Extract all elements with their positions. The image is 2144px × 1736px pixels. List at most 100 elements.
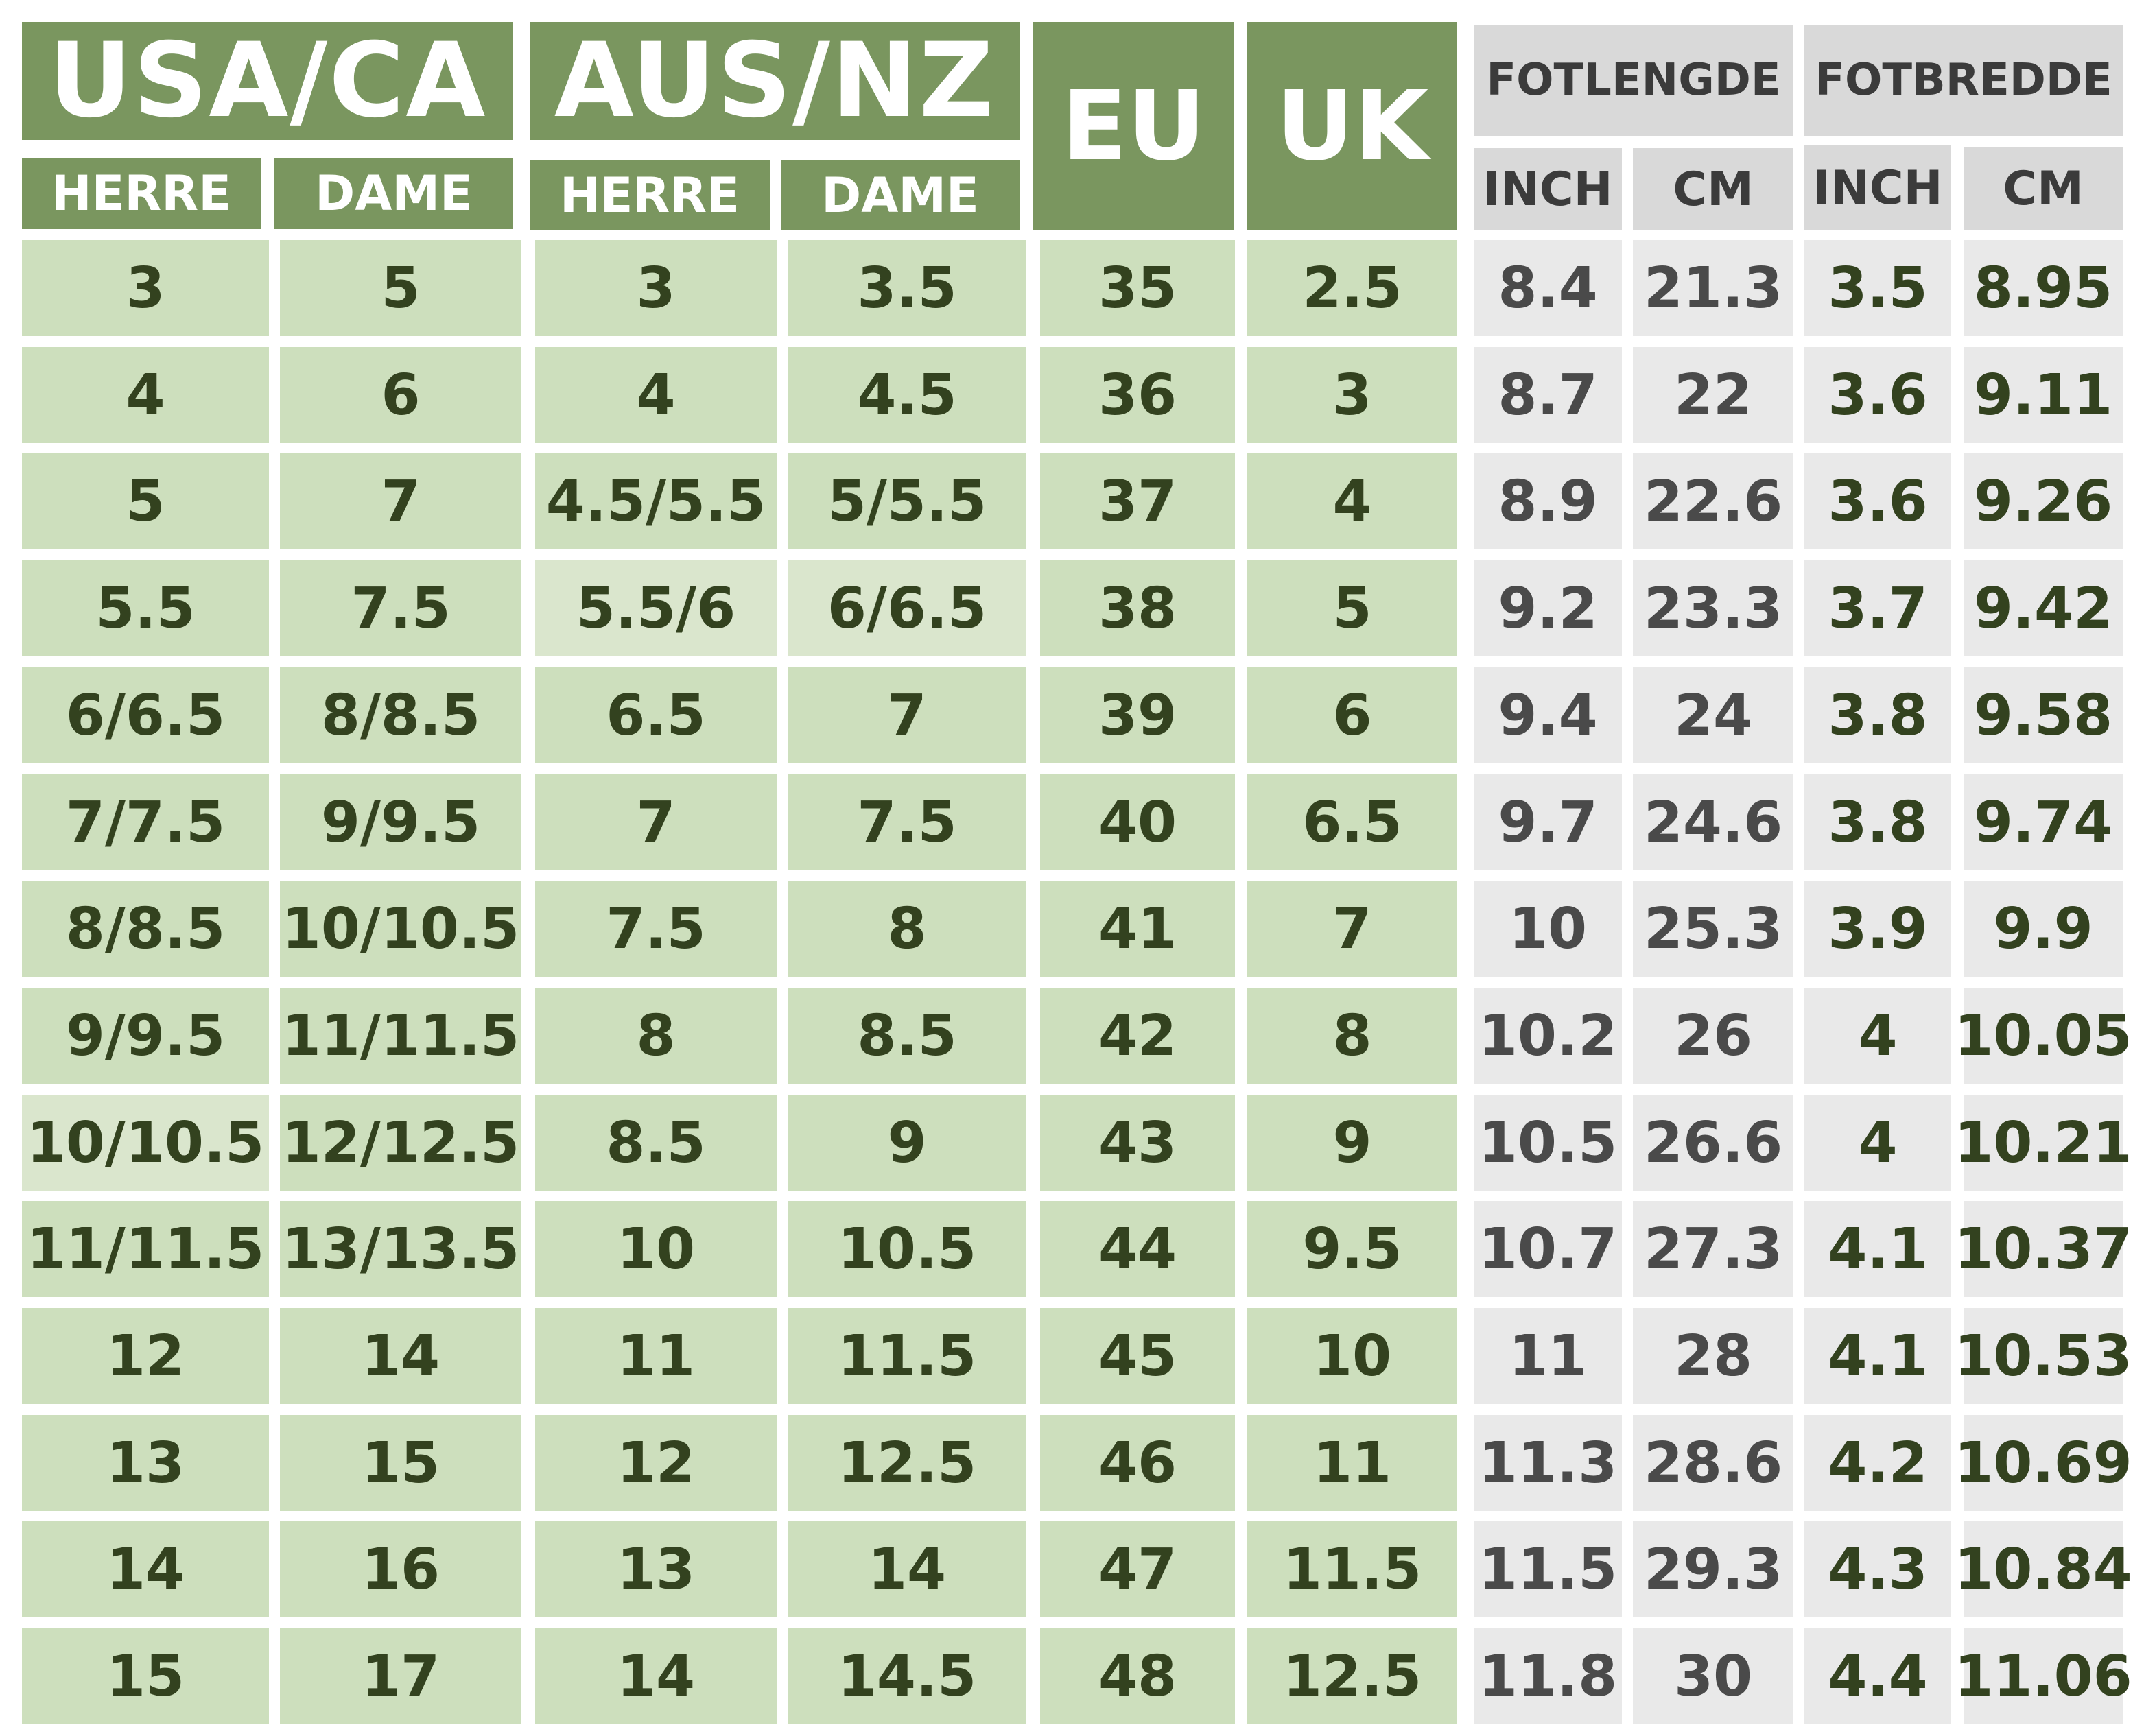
cell-usa-herre-row-8: 9/9.5	[22, 988, 269, 1084]
cell-usa-herre-row-1: 3	[22, 240, 269, 336]
header-uk: UK	[1247, 22, 1457, 230]
cell-uk-row-3: 4	[1247, 453, 1457, 549]
cell-aus-dame-row-12: 12.5	[788, 1415, 1026, 1511]
cell-usa-dame-row-11: 14	[280, 1308, 521, 1404]
cell-fotbredde-cm-row-12: 10.69	[1954, 1415, 2132, 1511]
cell-fotbredde-cm-row-5: 9.58	[1964, 667, 2123, 763]
cell-fotlengde-cm-row-3: 22.6	[1633, 453, 1793, 549]
cell-usa-herre-row-7: 8/8.5	[22, 881, 269, 977]
cell-aus-herre-row-5: 6.5	[535, 667, 777, 763]
cell-eu-row-12: 46	[1040, 1415, 1235, 1511]
cell-fotlengde-inch-row-4: 9.2	[1474, 560, 1622, 656]
header-usa-herre: HERRE	[22, 158, 261, 229]
cell-fotbredde-cm-row-14: 11.06	[1954, 1628, 2132, 1724]
cell-fotlengde-inch-row-3: 8.9	[1474, 453, 1622, 549]
cell-eu-row-8: 42	[1040, 988, 1235, 1084]
cell-fotbredde-inch-row-14: 4.4	[1804, 1628, 1951, 1724]
cell-fotbredde-inch-row-7: 3.9	[1804, 881, 1951, 977]
cell-eu-row-3: 37	[1040, 453, 1235, 549]
cell-aus-herre-row-4: 5.5/6	[535, 560, 777, 656]
cell-fotlengde-inch-row-5: 9.4	[1474, 667, 1622, 763]
cell-fotbredde-cm-row-13: 10.84	[1954, 1521, 2132, 1617]
cell-fotbredde-inch-row-6: 3.8	[1804, 774, 1951, 870]
cell-fotbredde-cm-row-8: 10.05	[1954, 988, 2132, 1084]
cell-fotlengde-inch-row-14: 11.8	[1474, 1628, 1622, 1724]
cell-fotlengde-inch-row-1: 8.4	[1474, 240, 1622, 336]
cell-fotlengde-cm-row-9: 26.6	[1633, 1095, 1793, 1191]
cell-aus-dame-row-14: 14.5	[788, 1628, 1026, 1724]
cell-aus-dame-row-2: 4.5	[788, 347, 1026, 443]
cell-aus-dame-row-5: 7	[788, 667, 1026, 763]
cell-usa-herre-row-3: 5	[22, 453, 269, 549]
cell-fotlengde-cm-row-12: 28.6	[1633, 1415, 1793, 1511]
cell-aus-herre-row-14: 14	[535, 1628, 777, 1724]
cell-fotlengde-cm-row-5: 24	[1633, 667, 1793, 763]
cell-uk-row-12: 11	[1247, 1415, 1457, 1511]
cell-eu-row-9: 43	[1040, 1095, 1235, 1191]
cell-fotbredde-cm-row-1: 8.95	[1964, 240, 2123, 336]
cell-usa-herre-row-11: 12	[22, 1308, 269, 1404]
cell-uk-row-5: 6	[1247, 667, 1457, 763]
cell-fotlengde-inch-row-2: 8.7	[1474, 347, 1622, 443]
cell-fotlengde-cm-row-4: 23.3	[1633, 560, 1793, 656]
cell-uk-row-6: 6.5	[1247, 774, 1457, 870]
cell-fotlengde-cm-row-14: 30	[1633, 1628, 1793, 1724]
cell-fotlengde-inch-row-7: 10	[1474, 881, 1622, 977]
cell-fotbredde-inch-row-2: 3.6	[1804, 347, 1951, 443]
cell-fotbredde-inch-row-12: 4.2	[1804, 1415, 1951, 1511]
cell-eu-row-2: 36	[1040, 347, 1235, 443]
cell-fotbredde-inch-row-10: 4.1	[1804, 1201, 1951, 1297]
header-aus-nz: AUS/NZ	[530, 21, 1020, 141]
cell-uk-row-8: 8	[1247, 988, 1457, 1084]
cell-fotlengde-inch-row-12: 11.3	[1474, 1415, 1622, 1511]
cell-eu-row-5: 39	[1040, 667, 1235, 763]
cell-usa-dame-row-6: 9/9.5	[280, 774, 521, 870]
cell-usa-dame-row-10: 13/13.5	[280, 1201, 521, 1297]
cell-eu-row-13: 47	[1040, 1521, 1235, 1617]
cell-fotlengde-cm-row-8: 26	[1633, 988, 1793, 1084]
header-fotbredde: FOTBREDDE	[1804, 25, 2123, 136]
cell-usa-dame-row-7: 10/10.5	[280, 881, 521, 977]
cell-fotbredde-cm-row-4: 9.42	[1964, 560, 2123, 656]
header-fotbredde-cm: CM	[1964, 147, 2123, 230]
cell-uk-row-4: 5	[1247, 560, 1457, 656]
cell-usa-herre-row-10: 11/11.5	[22, 1201, 269, 1297]
cell-usa-dame-row-5: 8/8.5	[280, 667, 521, 763]
cell-usa-dame-row-4: 7.5	[280, 560, 521, 656]
cell-fotlengde-cm-row-13: 29.3	[1633, 1521, 1793, 1617]
cell-usa-dame-row-14: 17	[280, 1628, 521, 1724]
cell-fotbredde-cm-row-6: 9.74	[1964, 774, 2123, 870]
cell-uk-row-14: 12.5	[1247, 1628, 1457, 1724]
cell-eu-row-14: 48	[1040, 1628, 1235, 1724]
cell-fotlengde-cm-row-10: 27.3	[1633, 1201, 1793, 1297]
cell-aus-herre-row-10: 10	[535, 1201, 777, 1297]
cell-usa-dame-row-12: 15	[280, 1415, 521, 1511]
cell-fotlengde-inch-row-9: 10.5	[1474, 1095, 1622, 1191]
cell-fotbredde-cm-row-10: 10.37	[1954, 1201, 2132, 1297]
cell-fotlengde-inch-row-6: 9.7	[1474, 774, 1622, 870]
cell-fotlengde-cm-row-1: 21.3	[1633, 240, 1793, 336]
cell-aus-dame-row-13: 14	[788, 1521, 1026, 1617]
cell-fotlengde-inch-row-8: 10.2	[1474, 988, 1622, 1084]
cell-aus-herre-row-1: 3	[535, 240, 777, 336]
cell-aus-dame-row-1: 3.5	[788, 240, 1026, 336]
cell-fotbredde-cm-row-11: 10.53	[1954, 1308, 2132, 1404]
cell-eu-row-1: 35	[1040, 240, 1235, 336]
cell-eu-row-11: 45	[1040, 1308, 1235, 1404]
cell-aus-herre-row-2: 4	[535, 347, 777, 443]
cell-aus-herre-row-13: 13	[535, 1521, 777, 1617]
cell-fotbredde-cm-row-2: 9.11	[1964, 347, 2123, 443]
cell-fotlengde-inch-row-10: 10.7	[1474, 1201, 1622, 1297]
cell-usa-herre-row-9: 10/10.5	[22, 1095, 269, 1191]
cell-aus-dame-row-10: 10.5	[788, 1201, 1026, 1297]
cell-aus-dame-row-3: 5/5.5	[788, 453, 1026, 549]
cell-aus-herre-row-7: 7.5	[535, 881, 777, 977]
cell-eu-row-4: 38	[1040, 560, 1235, 656]
header-fotlengde: FOTLENGDE	[1474, 25, 1793, 136]
cell-usa-herre-row-13: 14	[22, 1521, 269, 1617]
header-usa-dame: DAME	[274, 158, 513, 229]
cell-aus-dame-row-8: 8.5	[788, 988, 1026, 1084]
cell-fotbredde-cm-row-7: 9.9	[1964, 881, 2123, 977]
cell-usa-herre-row-12: 13	[22, 1415, 269, 1511]
cell-usa-herre-row-2: 4	[22, 347, 269, 443]
